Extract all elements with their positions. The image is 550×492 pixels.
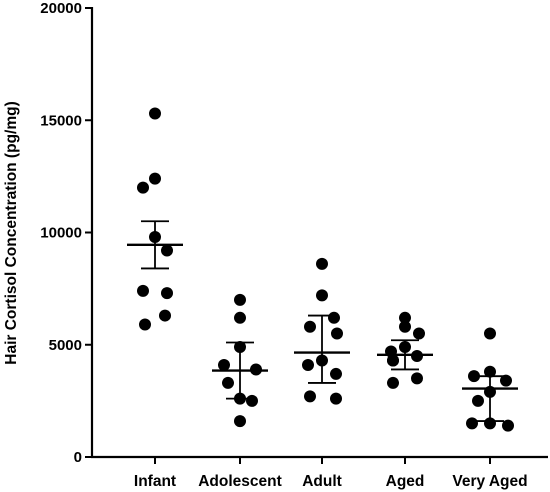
data-point xyxy=(149,172,161,185)
y-tick-label: 0 xyxy=(74,449,82,466)
data-point xyxy=(330,392,342,405)
data-point xyxy=(316,289,328,302)
data-point xyxy=(411,349,423,362)
data-point xyxy=(234,340,246,353)
x-tick-label: Infant xyxy=(134,473,176,490)
y-tick-label: 15000 xyxy=(40,112,82,129)
data-point xyxy=(316,257,328,270)
group-adolescent xyxy=(212,293,268,428)
data-point xyxy=(484,417,496,430)
data-point xyxy=(161,287,173,300)
data-point xyxy=(316,354,328,367)
data-point xyxy=(502,419,514,432)
plot-area xyxy=(127,107,518,432)
data-point xyxy=(385,345,397,358)
data-point xyxy=(222,376,234,389)
data-point xyxy=(250,363,262,376)
data-point xyxy=(411,372,423,385)
data-point xyxy=(234,311,246,324)
data-point xyxy=(484,327,496,340)
data-point xyxy=(500,374,512,387)
data-point xyxy=(331,327,343,340)
data-point xyxy=(387,376,399,389)
data-point xyxy=(234,293,246,306)
y-tick-label: 5000 xyxy=(49,337,82,354)
y-tick-label: 10000 xyxy=(40,225,82,242)
data-point xyxy=(413,327,425,340)
data-point xyxy=(137,284,149,297)
group-infant xyxy=(127,107,183,331)
data-point xyxy=(468,370,480,383)
group-aged xyxy=(377,311,433,389)
data-point xyxy=(484,365,496,378)
data-point xyxy=(137,181,149,194)
y-tick-label: 20000 xyxy=(40,0,82,17)
data-point xyxy=(234,415,246,428)
data-point xyxy=(149,230,161,243)
data-point xyxy=(246,394,258,407)
data-point xyxy=(399,311,411,324)
data-point xyxy=(302,358,314,371)
x-axis: Infant Adolescent Adult Aged Very Aged xyxy=(91,455,548,490)
data-point xyxy=(328,311,340,324)
x-tick-label: Adult xyxy=(302,473,342,490)
x-tick-label: Aged xyxy=(386,473,425,490)
data-point xyxy=(304,390,316,403)
x-tick-label: Adolescent xyxy=(198,473,282,490)
x-tick-label: Very Aged xyxy=(452,473,527,490)
data-point xyxy=(139,318,151,331)
data-point xyxy=(304,320,316,333)
data-point xyxy=(159,309,171,322)
data-point xyxy=(330,367,342,380)
data-point xyxy=(387,354,399,367)
data-point xyxy=(399,320,411,333)
data-point xyxy=(472,394,484,407)
y-axis-title: Hair Cortisol Concentration (pg/mg) xyxy=(3,101,20,365)
data-point xyxy=(399,340,411,353)
data-point xyxy=(484,385,496,398)
group-adult xyxy=(294,257,350,405)
data-point xyxy=(161,244,173,257)
data-point xyxy=(466,417,478,430)
data-point xyxy=(149,107,161,120)
group-very-aged xyxy=(462,327,518,432)
data-point xyxy=(218,358,230,371)
data-point xyxy=(234,392,246,405)
y-axis: 0 5000 10000 15000 20000 xyxy=(40,0,94,466)
